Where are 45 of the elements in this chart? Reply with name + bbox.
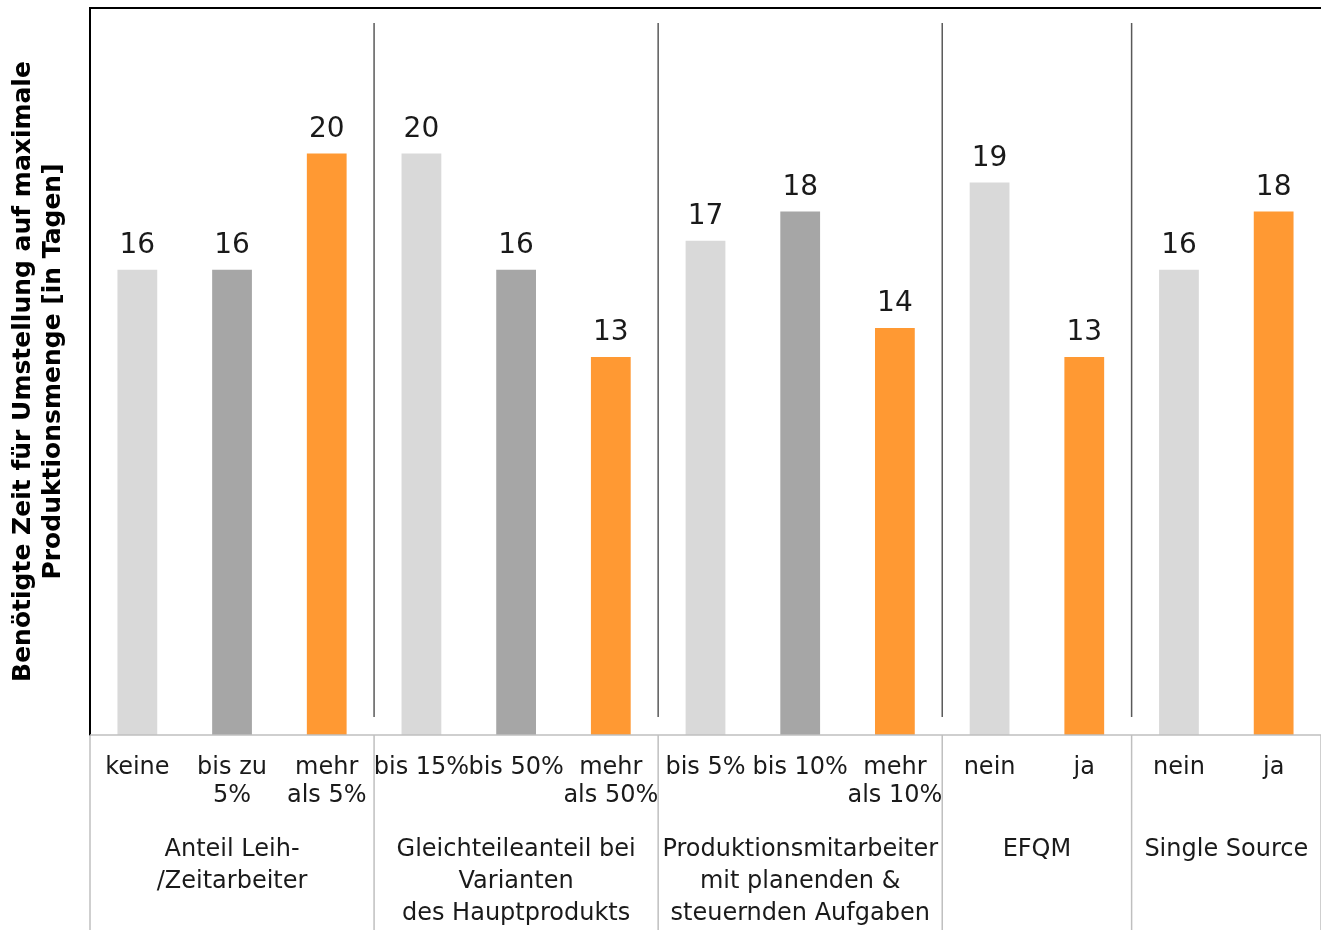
data-label: 16 (214, 227, 250, 260)
x-tick-label: nein (963, 751, 1016, 780)
text: Single Source (1144, 834, 1309, 863)
data-label: 13 (1066, 314, 1103, 348)
text: Anteil Leih- /Zeitarbeiter (156, 834, 308, 895)
bar (1253, 211, 1294, 735)
x-tick-label: bis 50% (468, 751, 564, 780)
bar (117, 269, 158, 735)
data-label: 16 (1161, 227, 1197, 260)
x-tick-label: keine (105, 751, 170, 780)
x-tick-label: nein (1153, 751, 1205, 780)
bar (969, 182, 1010, 735)
x-tick-label: mehr als 10% (847, 751, 943, 809)
data-label: 14 (877, 285, 913, 319)
data-label: 20 (308, 110, 345, 144)
x-tick-label: bis 15% (373, 751, 470, 780)
x-tick-label: bis 10% (752, 751, 848, 780)
x-tick-label: mehr als 50% (563, 751, 659, 809)
text: Produktionsmitarbeiter mit planenden & steuernden Aufgaben (662, 834, 939, 927)
text: Gleichteileanteil bei Varianten des Hauptprodukts (396, 834, 636, 927)
bar (780, 211, 821, 735)
data-label: 18 (782, 168, 819, 202)
x-tick-label: bis 5% (665, 751, 746, 780)
data-label: 17 (687, 197, 724, 231)
y-axis-title: Benötigte Zeit für Umstellung auf maximale Produktionsmenge [in Tagen] (6, 61, 66, 682)
x-tick-label: ja (1261, 751, 1285, 780)
bar (1064, 356, 1105, 735)
bar (212, 269, 252, 735)
bar (496, 269, 536, 735)
x-tick-label: ja (1072, 751, 1095, 780)
data-label: 20 (403, 110, 440, 144)
x-tick-label: mehr als 5% (286, 751, 367, 809)
text: EFQM (1002, 834, 1072, 863)
data-label: 16 (498, 227, 534, 260)
x-tick-label: bis zu 5% (197, 751, 267, 809)
bar (875, 327, 915, 735)
bar (685, 240, 726, 735)
bar (401, 153, 442, 735)
data-label: 16 (119, 227, 156, 260)
bar (590, 356, 631, 735)
data-label: 13 (592, 314, 629, 348)
bar (1159, 269, 1199, 735)
data-label: 18 (1255, 168, 1292, 202)
bar (306, 153, 347, 735)
data-label: 19 (971, 139, 1008, 173)
